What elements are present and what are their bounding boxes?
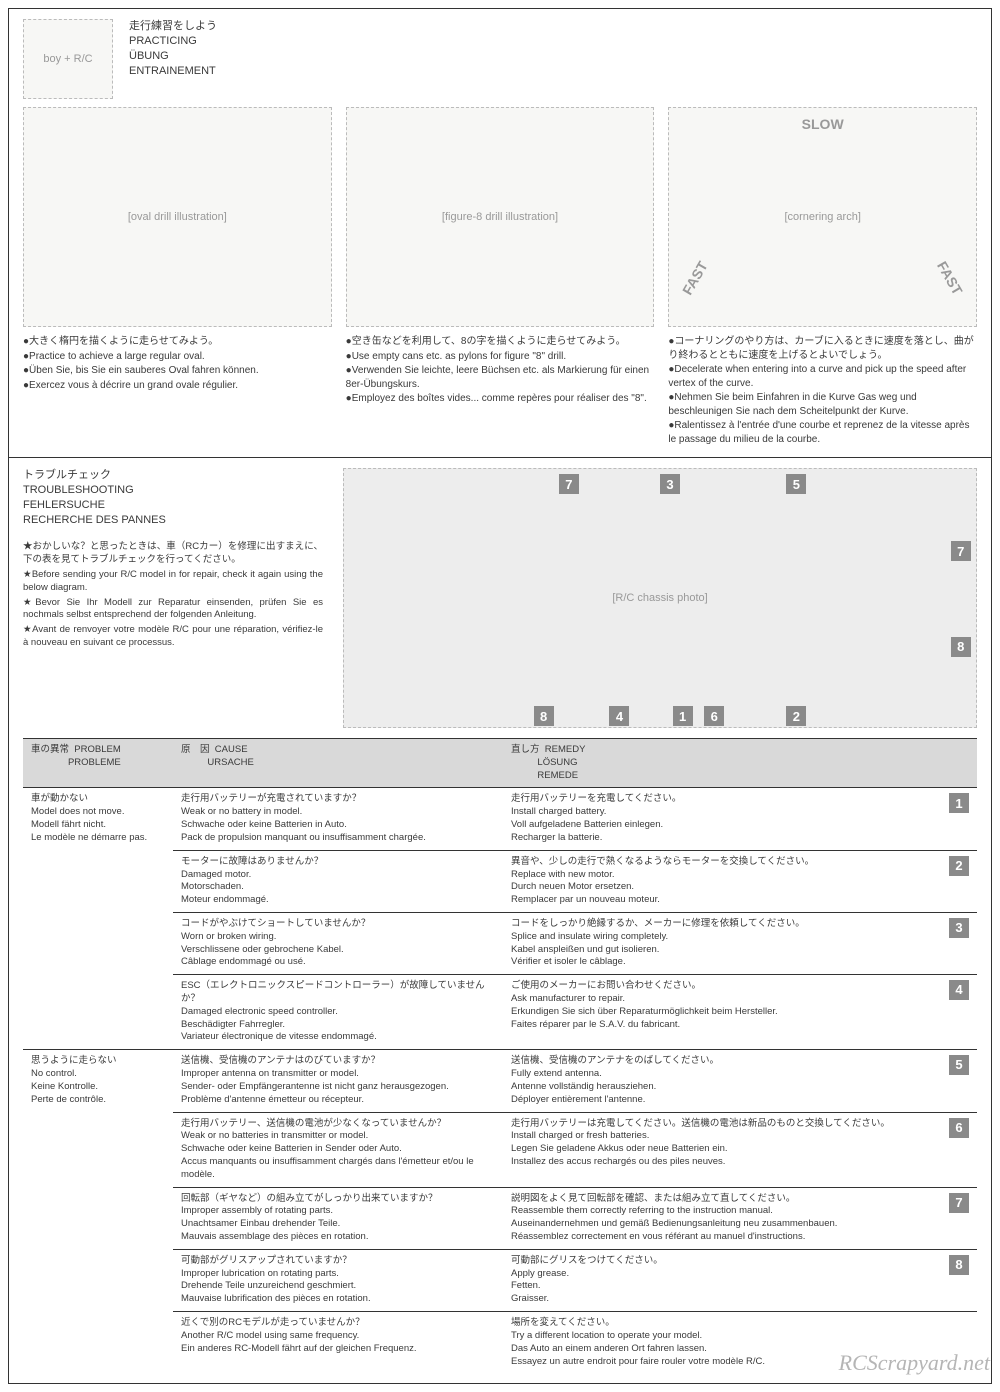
number-badge: 5 (949, 1055, 969, 1075)
remedy-cell: ご使用のメーカーにお問い合わせください。Ask manufacturer to … (503, 975, 941, 1050)
oval-illustration: [oval drill illustration] (23, 107, 332, 327)
cause-cell: 走行用バッテリーが充電されていますか？Weak or no battery in… (173, 788, 503, 850)
remedy-cell: 走行用バッテリーは充電してください。送信機の電池は新品のものと交換してください。… (503, 1112, 941, 1187)
problem-cell: 思うように走らないNo control.Keine Kontrolle.Pert… (23, 1050, 173, 1374)
chassis-callout: 8 (534, 706, 554, 726)
header-cause: 原 因 CAUSE URSACHE (173, 739, 503, 788)
number-cell: 5 (941, 1050, 977, 1112)
cause-cell: コードがやぶけてショートしていませんか？Worn or broken wirin… (173, 912, 503, 974)
corner-illustration: FAST SLOW FAST [cornering arch] (668, 107, 977, 327)
cause-cell: ESC（エレクトロニックスピードコントローラー）が故障していませんか？Damag… (173, 975, 503, 1050)
number-cell: 2 (941, 850, 977, 912)
remedy-cell: 説明図をよく見て回転部を確認、または組み立て直してください。Reassemble… (503, 1187, 941, 1249)
remedy-cell: 可動部にグリスをつけてください。Apply grease.Fetten.Grai… (503, 1249, 941, 1311)
chassis-callout: 6 (704, 706, 724, 726)
table-row: 車が動かないModel does not move.Modell fährt n… (23, 788, 977, 850)
number-cell: 8 (941, 1249, 977, 1311)
number-badge: 2 (949, 856, 969, 876)
cause-cell: 走行用バッテリー、送信機の電池が少なくなっていませんか？Weak or no b… (173, 1112, 503, 1187)
chassis-callout: 7 (559, 474, 579, 494)
remedy-cell: 走行用バッテリーを充電してください。Install charged batter… (503, 788, 941, 850)
practicing-section: boy + R/C 走行練習をしよう PRACTICING ÜBUNG ENTR… (9, 9, 991, 458)
practice-col-corner: FAST SLOW FAST [cornering arch] ●コーナリングの… (668, 107, 977, 447)
chassis-photo: [R/C chassis photo] 7357884162 (343, 468, 977, 728)
remedy-cell: コードをしっかり絶縁するか、メーカーに修理を依頼してください。Splice an… (503, 912, 941, 974)
cause-cell: 可動部がグリスアップされていますか？Improper lubrication o… (173, 1249, 503, 1311)
practicing-header-illustration: boy + R/C (23, 19, 113, 99)
number-cell: 4 (941, 975, 977, 1050)
header-remedy: 直し方 REMEDY LÖSUNG REMEDE (503, 739, 941, 788)
title-en: PRACTICING (129, 34, 217, 49)
oval-caption: ●大きく楕円を描くように走らせてみよう。 ●Practice to achiev… (23, 335, 332, 393)
corner-caption: ●コーナリングのやり方は、カーブに入るときに速度を落とし、曲がり終わるとともに速… (668, 335, 977, 447)
chassis-callout: 5 (786, 474, 806, 494)
label-slow: SLOW (802, 116, 844, 132)
label-fast-left: FAST (679, 259, 711, 298)
troubleshooting-titles: トラブルチェック TROUBLESHOOTING FEHLERSUCHE REC… (23, 468, 323, 527)
title-jp: 走行練習をしよう (129, 19, 217, 34)
remedy-cell: 送信機、受信機のアンテナをのばしてください。Fully extend anten… (503, 1050, 941, 1112)
figure8-caption: ●空き缶などを利用して、8の字を描くように走らせてみよう。 ●Use empty… (346, 335, 655, 407)
remedy-cell: 異音や、少しの走行で熱くなるようならモーターを交換してください。Replace … (503, 850, 941, 912)
number-badge: 4 (949, 980, 969, 1000)
chassis-callout: 7 (951, 541, 971, 561)
cause-cell: 回転部（ギヤなど）の組み立てがしっかり出来ていますか？Improper asse… (173, 1187, 503, 1249)
title-fr: ENTRAINEMENT (129, 64, 217, 79)
number-badge: 1 (949, 793, 969, 813)
practicing-titles: 走行練習をしよう PRACTICING ÜBUNG ENTRAINEMENT (129, 19, 217, 78)
number-badge: 3 (949, 918, 969, 938)
cause-cell: 近くで別のRCモデルが走っていませんか？Another R/C model us… (173, 1312, 503, 1374)
watermark: RCScrapyard.net (839, 1350, 990, 1376)
chassis-callout: 3 (660, 474, 680, 494)
number-badge: 6 (949, 1118, 969, 1138)
practice-col-oval: [oval drill illustration] ●大きく楕円を描くように走ら… (23, 107, 332, 447)
troubleshooting-table: 車の異常 PROBLEM PROBLEME 原 因 CAUSE URSACHE … (23, 738, 977, 1373)
chassis-callout: 8 (951, 637, 971, 657)
chassis-callout: 1 (673, 706, 693, 726)
page-frame: boy + R/C 走行練習をしよう PRACTICING ÜBUNG ENTR… (8, 8, 992, 1384)
header-num (941, 739, 977, 788)
number-cell: 3 (941, 912, 977, 974)
title-de: ÜBUNG (129, 49, 217, 64)
chassis-callout: 2 (786, 706, 806, 726)
chassis-callout: 4 (609, 706, 629, 726)
troubleshooting-section: トラブルチェック TROUBLESHOOTING FEHLERSUCHE REC… (9, 458, 991, 1383)
number-cell: 7 (941, 1187, 977, 1249)
number-cell: 1 (941, 788, 977, 850)
problem-cell: 車が動かないModel does not move.Modell fährt n… (23, 788, 173, 1050)
table-header-row: 車の異常 PROBLEM PROBLEME 原 因 CAUSE URSACHE … (23, 739, 977, 788)
cause-cell: 送信機、受信機のアンテナはのびていますか？Improper antenna on… (173, 1050, 503, 1112)
number-badge: 8 (949, 1255, 969, 1275)
label-fast-right: FAST (934, 259, 966, 298)
troubleshooting-intro: ★おかしいな？と思ったときは、車（RCカー）を修理に出すまえに、下の表を見てトラ… (23, 541, 323, 650)
troubleshooting-intro-block: トラブルチェック TROUBLESHOOTING FEHLERSUCHE REC… (23, 468, 323, 728)
number-cell: 6 (941, 1112, 977, 1187)
header-problem: 車の異常 PROBLEM PROBLEME (23, 739, 173, 788)
figure8-illustration: [figure-8 drill illustration] (346, 107, 655, 327)
cause-cell: モーターに故障はありませんか？Damaged motor.Motorschade… (173, 850, 503, 912)
table-row: 思うように走らないNo control.Keine Kontrolle.Pert… (23, 1050, 977, 1112)
number-badge: 7 (949, 1193, 969, 1213)
practice-col-figure8: [figure-8 drill illustration] ●空き缶などを利用し… (346, 107, 655, 447)
